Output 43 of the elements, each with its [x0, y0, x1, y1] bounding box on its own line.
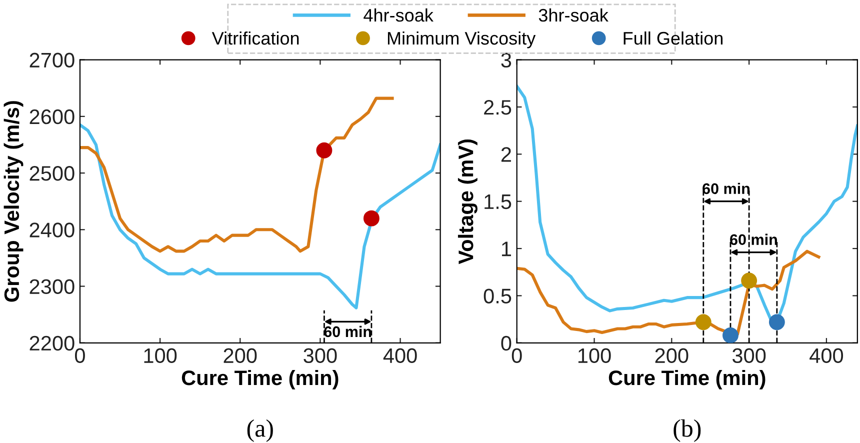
legend-label: 4hr-soak	[364, 8, 434, 22]
y-tick-label: 2500	[30, 166, 74, 181]
y-tick-label: 0	[501, 336, 512, 351]
y-tick-label: 2700	[30, 52, 74, 68]
line-series	[80, 123, 440, 310]
x-tick-label: 0	[75, 348, 85, 364]
x-tick-label: 200	[224, 348, 257, 364]
y-tick-label: 2300	[30, 279, 74, 294]
point	[741, 272, 758, 289]
y-axis-title: Voltage (mV)	[458, 139, 478, 264]
line-series	[80, 96, 394, 253]
annotation: 60 min	[730, 234, 777, 246]
y-tick-label: 2400	[30, 222, 74, 238]
y-tick-label: 1	[502, 242, 511, 256]
y-tick-label: 2.5	[484, 100, 512, 115]
y-axis-title: Group Velocity (m/s)	[4, 101, 24, 302]
annotation: 60 min	[702, 182, 750, 194]
text: (b)	[674, 419, 701, 442]
x-axis-title: Cure Time (min)	[608, 370, 766, 390]
legend-label: Minimum Viscosity	[388, 31, 536, 48]
legend-label: Full Gelation	[624, 31, 722, 45]
x-axis-title: Cure Time (min)	[182, 370, 338, 390]
x-tick-label: 0	[512, 348, 522, 364]
legend-label: Vitrification	[212, 31, 299, 45]
point	[768, 314, 785, 330]
x-tick-label: 100	[578, 348, 611, 364]
text: (a)	[247, 419, 273, 442]
x-tick-label: 400	[810, 348, 844, 364]
y-tick-label: 0.5	[484, 288, 512, 304]
y-tick-label: 2200	[30, 336, 74, 351]
legend-label: 3hr-soak	[538, 8, 608, 22]
annotation: 60 min	[324, 326, 372, 338]
y-tick-label: 3	[501, 52, 512, 68]
y-tick-label: 2600	[30, 109, 74, 124]
y-tick-label: 1.5	[484, 194, 512, 210]
x-tick-label: 100	[144, 348, 177, 364]
y-tick-label: 2	[501, 147, 511, 162]
x-tick-label: 400	[383, 348, 417, 364]
x-tick-label: 300	[732, 348, 766, 364]
x-tick-label: 300	[304, 348, 337, 364]
point	[722, 327, 738, 343]
point	[695, 314, 712, 330]
x-tick-label: 200	[655, 348, 688, 364]
